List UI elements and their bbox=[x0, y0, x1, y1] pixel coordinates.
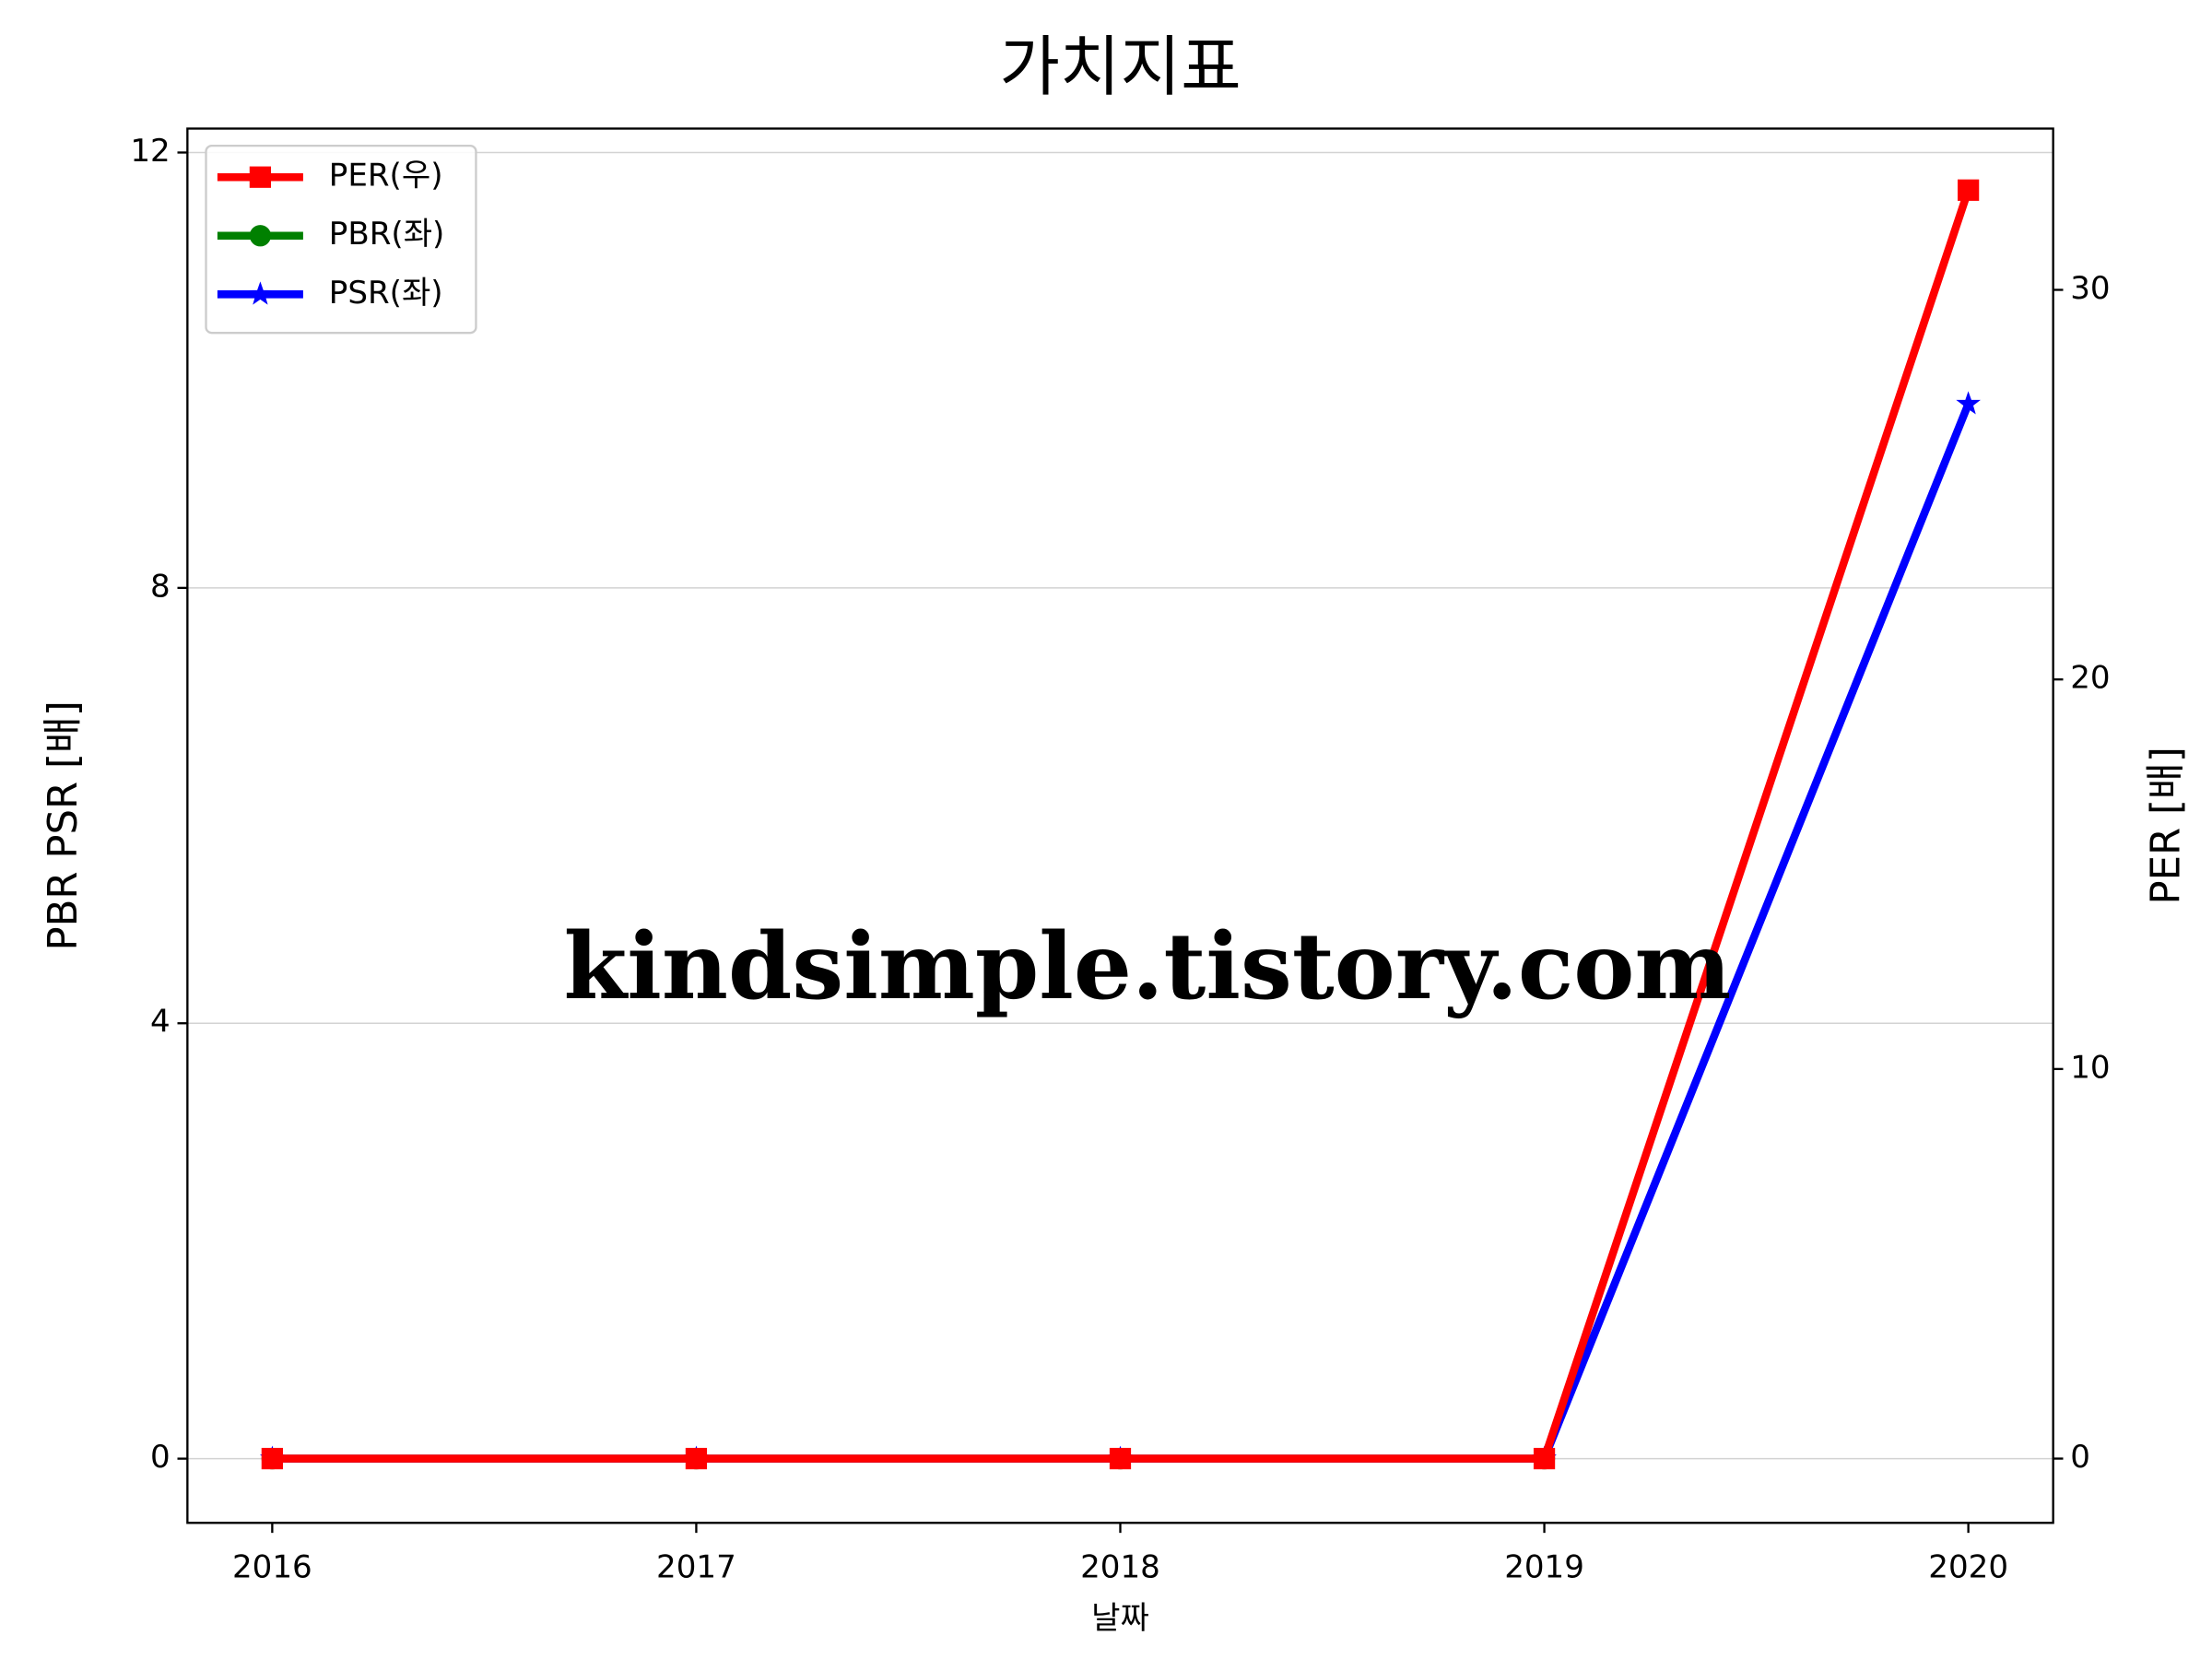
y-tick-label: 0 bbox=[150, 1439, 171, 1476]
watermark: kindsimple.tistory.com bbox=[564, 913, 1732, 1020]
legend-box bbox=[205, 144, 477, 335]
legend-marker bbox=[249, 225, 272, 247]
chart-title: 가치지표 bbox=[999, 29, 1241, 105]
x-tick-label: 2017 bbox=[656, 1548, 736, 1585]
data-point bbox=[1958, 179, 1980, 201]
plot-frame bbox=[186, 127, 2054, 1524]
y-tick-label: 8 bbox=[150, 568, 171, 605]
legend-label: PER(우) bbox=[329, 158, 443, 194]
legend-marker bbox=[249, 166, 272, 188]
x-axis-label: 날짜 bbox=[1091, 1600, 1149, 1637]
y2-tick-label: 0 bbox=[2070, 1439, 2090, 1476]
y2-tick-label: 20 bbox=[2070, 660, 2110, 697]
y2-tick-label: 10 bbox=[2070, 1049, 2110, 1086]
data-point bbox=[685, 1447, 708, 1470]
x-tick-label: 2018 bbox=[1080, 1548, 1160, 1585]
y-axis-label: PBR PSR [배] bbox=[41, 700, 87, 950]
y-tick-label: 12 bbox=[130, 133, 170, 170]
y2-axis-label: PER [배] bbox=[2144, 747, 2190, 904]
legend-label: PSR(좌) bbox=[329, 275, 443, 312]
x-tick-label: 2020 bbox=[1928, 1548, 2008, 1585]
y2-tick-label: 30 bbox=[2070, 270, 2110, 307]
x-tick-label: 2019 bbox=[1504, 1548, 1584, 1585]
legend-label: PBR(좌) bbox=[329, 216, 445, 253]
data-point bbox=[1109, 1447, 1132, 1470]
data-point bbox=[1956, 391, 1981, 415]
data-point bbox=[1533, 1447, 1556, 1470]
legend-marker bbox=[248, 281, 273, 305]
data-point bbox=[261, 1447, 283, 1470]
x-tick-label: 2016 bbox=[232, 1548, 312, 1585]
y-tick-label: 4 bbox=[150, 1004, 171, 1041]
